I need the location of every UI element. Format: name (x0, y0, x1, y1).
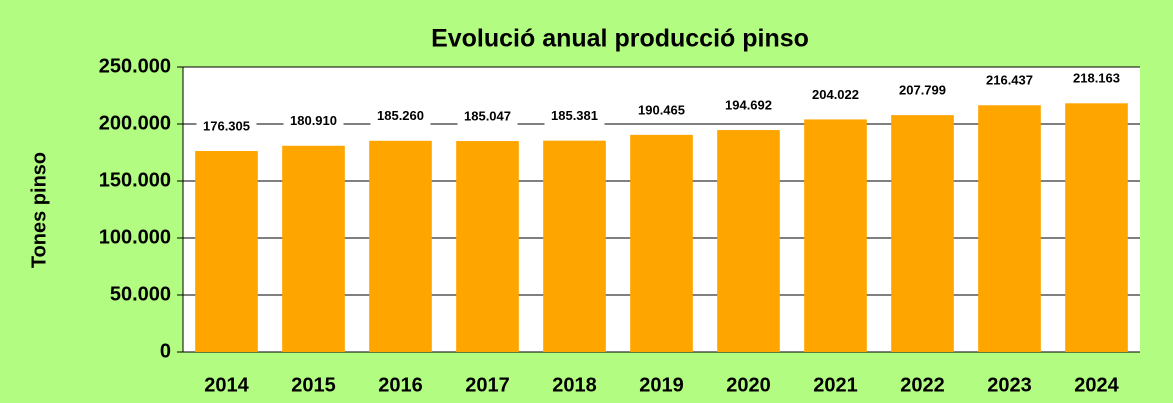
data-label: 218.163 (1073, 71, 1120, 86)
bar (978, 105, 1041, 353)
x-tick-label: 2017 (465, 374, 510, 396)
y-tick-label: 0 (160, 340, 171, 362)
y-tick-label: 50.000 (110, 283, 171, 305)
x-tick-label: 2023 (987, 374, 1032, 396)
data-label-bg (370, 107, 431, 126)
bar (717, 130, 780, 352)
x-tick-label: 2020 (726, 374, 771, 396)
y-tick-label: 100.000 (99, 226, 171, 248)
x-tick-label: 2024 (1074, 374, 1119, 396)
data-label: 204.022 (812, 87, 859, 102)
x-tick-label: 2015 (291, 374, 336, 396)
data-label-bg (631, 101, 692, 120)
bar (804, 119, 867, 352)
x-tick-label: 2021 (813, 374, 858, 396)
x-tick-label: 2019 (639, 374, 684, 396)
data-label: 207.799 (899, 83, 946, 98)
data-label: 194.692 (725, 97, 772, 112)
bar (543, 140, 606, 352)
data-label: 180.910 (290, 113, 337, 128)
data-label: 190.465 (638, 102, 685, 117)
data-label: 176.305 (203, 118, 250, 133)
data-label-bg (805, 86, 866, 105)
data-label: 185.047 (464, 108, 511, 123)
data-label: 185.381 (551, 108, 598, 123)
data-label-bg (718, 97, 779, 116)
data-label-bg (979, 72, 1040, 91)
data-label-bg (283, 112, 344, 131)
data-label: 216.437 (986, 73, 1033, 88)
y-axis-label: Tones pinso (28, 152, 50, 268)
bar (195, 151, 258, 352)
bar (630, 134, 693, 352)
x-tick-label: 2022 (900, 374, 945, 396)
x-tick-label: 2018 (552, 374, 597, 396)
data-label-bg (544, 107, 605, 126)
y-tick-label: 200.000 (99, 112, 171, 134)
bar (1065, 103, 1128, 352)
y-tick-label: 250.000 (99, 55, 171, 77)
x-tick-label: 2016 (378, 374, 423, 396)
data-label-bg (196, 118, 257, 137)
bar (282, 145, 345, 352)
bar (369, 140, 432, 352)
bar (456, 141, 519, 352)
y-tick-label: 150.000 (99, 169, 171, 191)
data-label-bg (457, 108, 518, 127)
data-label: 185.260 (377, 108, 424, 123)
x-tick-label: 2014 (204, 374, 249, 396)
data-label-bg (1066, 70, 1127, 89)
data-label-bg (892, 82, 953, 101)
bar (891, 115, 954, 353)
chart-title: Evolució anual producció pinso (431, 25, 809, 53)
